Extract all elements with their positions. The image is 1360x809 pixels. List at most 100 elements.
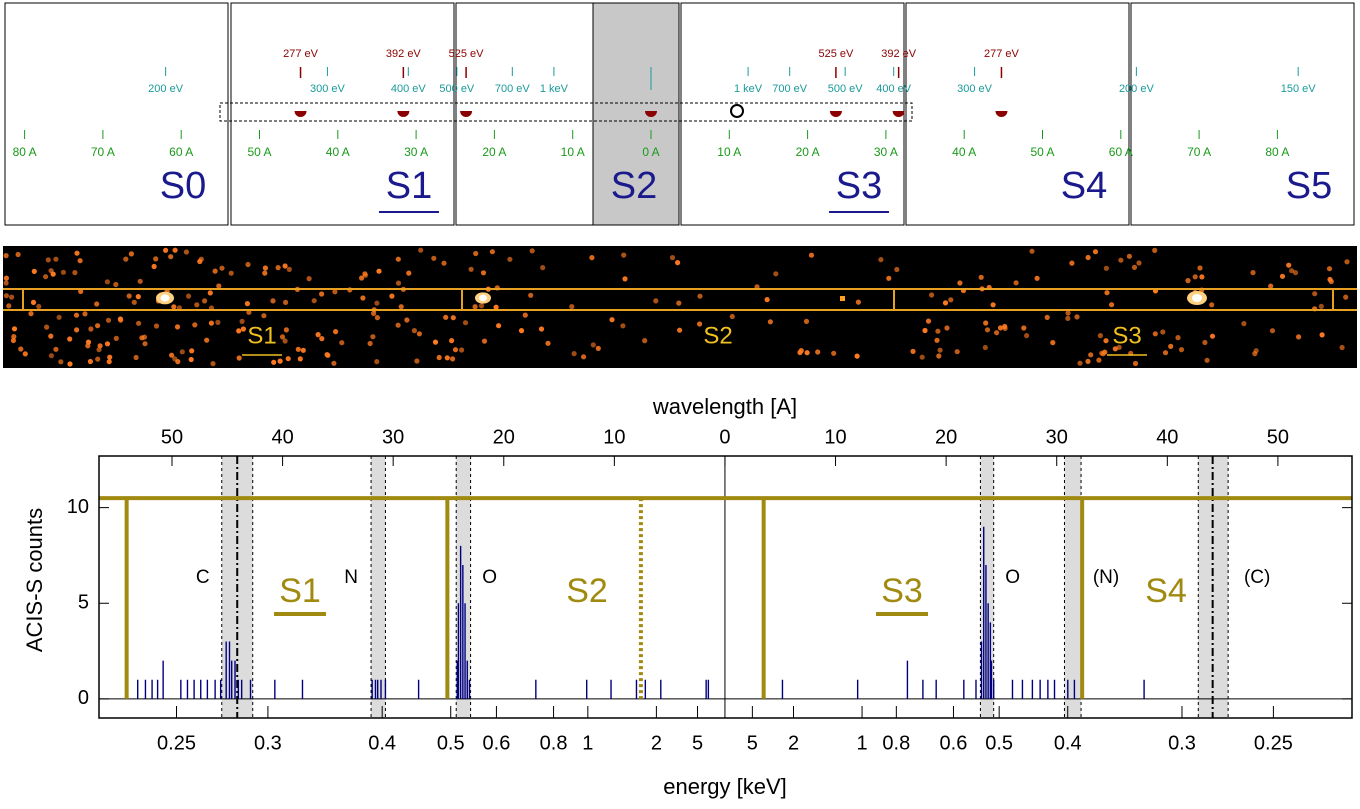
event-dot: [300, 347, 306, 353]
event-dot: [1152, 331, 1158, 337]
event-dot: [362, 272, 369, 278]
event-dot: [1327, 276, 1333, 283]
event-dot: [282, 263, 288, 269]
selection-box: [219, 102, 913, 122]
event-dot: [954, 349, 960, 355]
event-dot: [208, 320, 214, 326]
event-dot: [538, 326, 545, 332]
event-dot: [496, 323, 502, 329]
event-dot: [1296, 334, 1302, 340]
event-dot: [803, 318, 810, 324]
x-tick-label: 20: [935, 426, 957, 448]
event-dot: [894, 266, 900, 273]
event-dot: [204, 337, 210, 343]
event-dot: [48, 353, 55, 359]
event-dot: [1162, 350, 1169, 356]
edge-marker: [460, 111, 473, 117]
event-dot: [295, 346, 301, 352]
wavelength-tick-label: 80 A: [1265, 145, 1289, 159]
event-dot: [994, 330, 1000, 336]
event-dot: [1069, 260, 1075, 266]
event-dot: [1197, 265, 1203, 271]
chip-highlight: [592, 2, 680, 226]
event-dot: [1126, 253, 1132, 259]
event-dot: [1116, 344, 1122, 350]
event-dot: [1326, 266, 1333, 272]
event-dot: [53, 346, 59, 352]
y-axis-label: ACIS-S counts: [22, 508, 47, 652]
event-dot: [936, 353, 942, 359]
event-dot: [436, 354, 442, 361]
event-dot: [31, 268, 37, 274]
wavelength-tick-label: 0 A: [642, 145, 659, 159]
event-dot: [113, 281, 119, 288]
event-dot: [11, 334, 17, 340]
event-dot: [97, 343, 103, 349]
event-dot: [43, 274, 49, 280]
event-dot: [621, 252, 627, 258]
energy-tick-label: 1: [856, 732, 867, 754]
event-dot: [676, 300, 682, 306]
event-dots: [3, 247, 1350, 367]
x-tick-label: 30: [382, 426, 404, 448]
event-dot: [285, 356, 291, 362]
event-dot: [468, 266, 474, 272]
event-dot: [271, 359, 277, 365]
event-dot: [339, 340, 345, 346]
event-dot: [677, 327, 683, 333]
event-dot: [331, 360, 337, 366]
chip-label: S2: [611, 165, 657, 207]
energy-tick-label: 500 eV: [828, 83, 864, 95]
event-dot: [239, 318, 245, 324]
event-dot: [815, 349, 821, 355]
event-dot: [87, 358, 93, 365]
event-dot: [855, 299, 862, 305]
event-dot: [151, 263, 157, 270]
x-tick-label: 10: [603, 426, 625, 448]
event-dot: [53, 256, 59, 262]
event-dot: [324, 352, 330, 358]
event-dot: [202, 298, 208, 304]
energy-tick-label: 2: [788, 732, 799, 754]
event-dot: [28, 311, 34, 317]
energy-tick-label: 1: [582, 732, 593, 754]
event-dot: [96, 347, 102, 353]
edge-marker: [294, 111, 307, 117]
event-dot: [94, 301, 100, 307]
x2-axis-label: energy [keV]: [663, 774, 787, 799]
event-dot: [104, 279, 110, 285]
event-dot: [3, 253, 9, 259]
order-label: S1: [279, 572, 321, 610]
event-dot: [118, 317, 124, 323]
event-dot: [1044, 314, 1050, 320]
event-dot: [1292, 270, 1299, 276]
event-dot: [153, 256, 159, 262]
event-dot: [675, 260, 681, 266]
energy-tick-label: 0.6: [940, 732, 968, 754]
absorption-band: [371, 456, 386, 718]
order-label: S2: [566, 572, 608, 610]
wavelength-tick-label: 50 A: [1030, 145, 1054, 159]
x-tick-label: 0: [719, 426, 730, 448]
event-dot: [174, 324, 181, 330]
event-dot: [82, 311, 88, 317]
image-chip-label: S1: [247, 322, 276, 349]
event-dot: [518, 328, 525, 334]
event-dot: [1199, 274, 1205, 280]
event-dot: [133, 354, 139, 361]
event-dot: [30, 299, 37, 305]
x-tick-label: 50: [161, 426, 183, 448]
wavelength-tick-label: 70 A: [91, 145, 115, 159]
image-background: [3, 246, 1357, 368]
event-dot: [669, 255, 676, 261]
chip-label: S3: [836, 165, 882, 207]
event-dot: [198, 256, 204, 262]
event-dot: [153, 323, 160, 329]
event-dot: [595, 345, 601, 351]
x-axis-label: wavelength [A]: [652, 394, 797, 419]
event-dot: [48, 268, 54, 274]
event-dot: [374, 300, 380, 306]
event-dot: [3, 293, 9, 299]
